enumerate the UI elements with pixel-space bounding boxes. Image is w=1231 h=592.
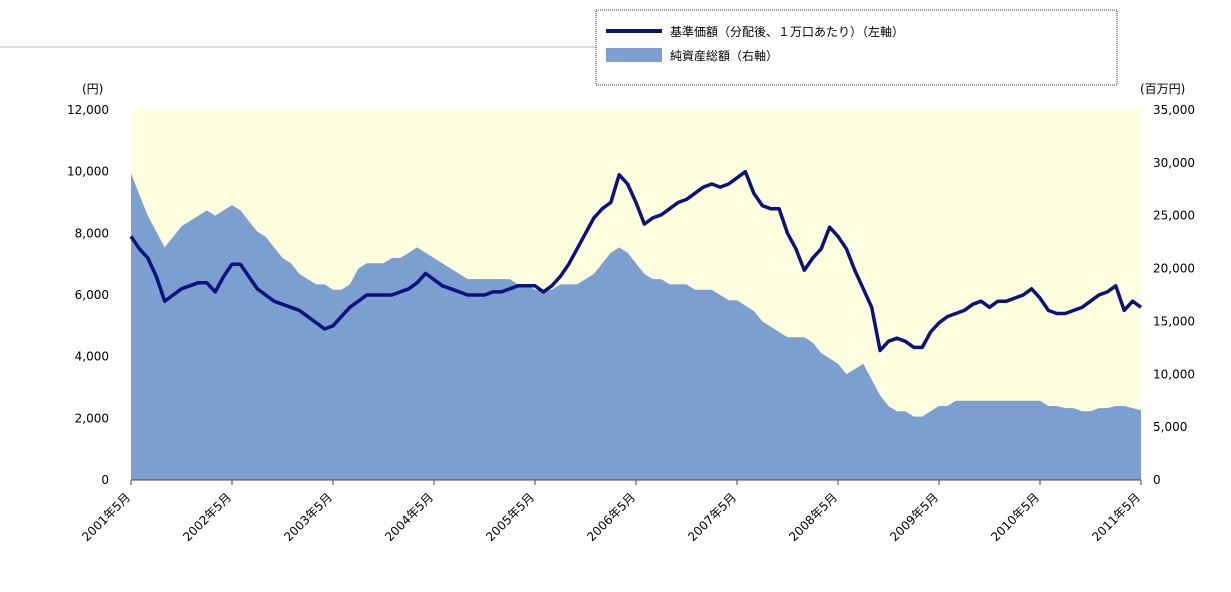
y-tick-label: 4,000 [75,350,109,364]
y2-tick-label: 20,000 [1153,262,1195,276]
x-tick-label: 2001年5月 [79,490,133,544]
y2-tick-label: 10,000 [1153,367,1195,381]
y-tick-label: 6,000 [75,288,109,302]
x-tick-label: 2010年5月 [988,490,1042,544]
x-tick-label: 2005年5月 [483,490,537,544]
y2-tick-label: 35,000 [1153,103,1195,117]
y2-axis-unit: (百万円) [1140,82,1185,96]
y2-tick-label: 0 [1153,473,1161,487]
x-tick-label: 2004年5月 [382,490,436,544]
x-tick-label: 2007年5月 [685,490,739,544]
y2-tick-label: 15,000 [1153,314,1195,328]
legend-swatch [606,48,662,62]
y2-tick-label: 5,000 [1153,420,1187,434]
legend-label: 純資産総額（右軸） [670,48,778,63]
x-tick-label: 2003年5月 [281,490,335,544]
y-tick-label: 10,000 [67,165,109,179]
legend [595,9,1118,86]
x-tick-label: 2006年5月 [584,490,638,544]
x-tick-label: 2011年5月 [1089,490,1143,544]
y-tick-label: 2,000 [75,411,109,425]
x-tick-label: 2008年5月 [786,490,840,544]
y2-tick-label: 30,000 [1153,156,1195,170]
y-axis-unit: (円) [82,82,103,96]
line [129,169,1143,353]
legend-label: 基準価額（分配後、１万口あたり）（左軸） [670,24,904,39]
y-tick-label: 12,000 [67,103,109,117]
y2-tick-label: 25,000 [1153,209,1195,223]
area [131,173,1141,480]
x-tick-label: 2002年5月 [180,490,234,544]
y-tick-label: 8,000 [75,226,109,240]
x-tick-label: 2009年5月 [887,490,941,544]
y-tick-label: 0 [101,473,109,487]
